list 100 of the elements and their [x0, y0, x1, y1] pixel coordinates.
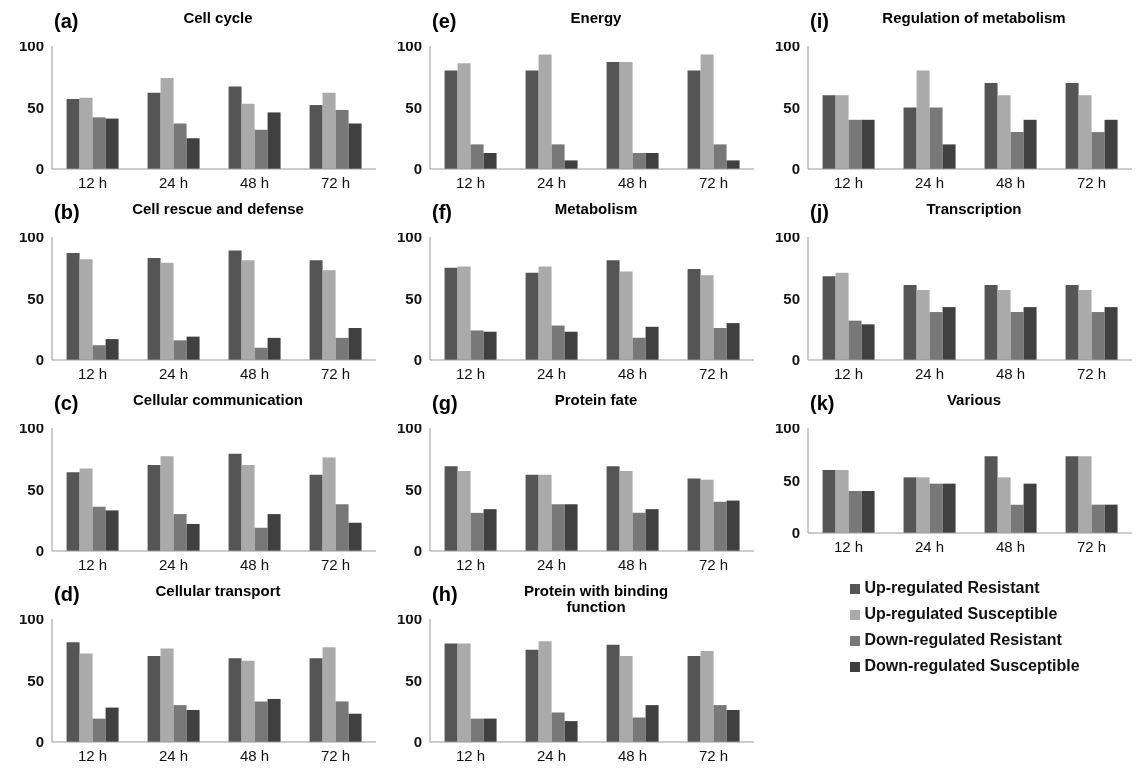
- bar: [632, 717, 646, 742]
- bar: [645, 326, 659, 360]
- bar: [173, 340, 187, 360]
- bar: [1104, 504, 1118, 533]
- x-tick-label: 48 h: [617, 173, 648, 191]
- bar: [79, 653, 93, 742]
- x-tick-label: 24 h: [536, 746, 567, 764]
- bar: [1078, 456, 1092, 533]
- bar: [619, 271, 633, 360]
- bar: [1023, 307, 1037, 360]
- bar: [687, 655, 701, 742]
- x-tick-label: 24 h: [158, 555, 189, 573]
- x-tick-label: 48 h: [995, 537, 1026, 555]
- x-tick-label: 24 h: [536, 364, 567, 382]
- y-tick-label: 0: [35, 733, 44, 751]
- bar: [929, 312, 943, 360]
- bar: [79, 468, 93, 551]
- bar: [1078, 95, 1092, 169]
- bar: [160, 262, 174, 360]
- x-tick-label: 12 h: [77, 746, 108, 764]
- bar: [348, 713, 362, 742]
- x-tick-label: 12 h: [77, 364, 108, 382]
- x-tick-label: 72 h: [320, 746, 351, 764]
- y-tick-label: 0: [791, 524, 800, 542]
- legend-label: Up-regulated Resistant: [864, 579, 1040, 596]
- bar: [822, 470, 836, 533]
- x-tick-label: 48 h: [239, 364, 270, 382]
- chart-title: Cell cycle: [182, 9, 254, 26]
- bar: [1091, 312, 1105, 360]
- bar: [726, 710, 740, 742]
- bar: [525, 649, 539, 742]
- bar: [606, 466, 620, 551]
- bar: [916, 70, 930, 169]
- x-tick-label: 72 h: [320, 173, 351, 191]
- y-tick-label: 50: [27, 289, 44, 307]
- y-tick-label: 50: [405, 671, 422, 689]
- bar: [564, 331, 578, 360]
- bar: [105, 118, 119, 169]
- bar: [1023, 119, 1037, 169]
- y-tick-label: 0: [35, 542, 44, 560]
- text: (a): [54, 10, 79, 33]
- bar: [726, 500, 740, 551]
- bar: [835, 470, 849, 533]
- bar: [105, 339, 119, 360]
- bar: [444, 267, 458, 360]
- bar: [322, 457, 336, 551]
- x-tick-label: 12 h: [455, 555, 486, 573]
- bar: [228, 86, 242, 169]
- bar: [92, 345, 106, 360]
- bar: [687, 478, 701, 551]
- bar: [228, 658, 242, 742]
- bar: [903, 477, 917, 533]
- bar: [309, 658, 323, 742]
- chart-title: Various: [945, 391, 1003, 408]
- bar: [483, 153, 497, 169]
- x-tick-label: 48 h: [995, 173, 1026, 191]
- bar: [228, 250, 242, 360]
- text: (d): [54, 583, 80, 606]
- bar: [254, 129, 268, 169]
- bar: [444, 70, 458, 169]
- bar: [848, 119, 862, 169]
- text: (j): [810, 201, 829, 224]
- bar: [713, 328, 727, 360]
- bar: [861, 324, 875, 360]
- bar: [105, 707, 119, 742]
- bar: [1065, 284, 1079, 360]
- x-tick-label: 48 h: [239, 555, 270, 573]
- bar: [1010, 504, 1024, 533]
- chart-title: Cell rescue and defense: [131, 200, 305, 217]
- chart-title: Energy: [569, 9, 623, 26]
- bar: [687, 268, 701, 360]
- bar: [713, 705, 727, 742]
- bar: [606, 260, 620, 360]
- bar: [700, 275, 714, 360]
- bar: [848, 320, 862, 360]
- bar: [173, 514, 187, 551]
- x-tick-label: 48 h: [995, 364, 1026, 382]
- x-tick-label: 72 h: [1076, 537, 1107, 555]
- bar: [348, 123, 362, 169]
- bar: [348, 522, 362, 551]
- bar: [929, 107, 943, 169]
- x-tick-label: 48 h: [617, 364, 648, 382]
- bar: [483, 331, 497, 360]
- text: (k): [810, 392, 835, 415]
- chart-title: Protein with binding function: [522, 582, 670, 615]
- bar: [632, 512, 646, 551]
- bar: [1078, 289, 1092, 360]
- bar: [335, 337, 349, 360]
- bar: [483, 509, 497, 551]
- legend-label: Down-regulated Resistant: [864, 631, 1062, 648]
- text: (i): [810, 10, 829, 33]
- bar: [916, 289, 930, 360]
- bar: [348, 328, 362, 360]
- bar: [241, 103, 255, 169]
- bar: [228, 453, 242, 551]
- x-tick-label: 12 h: [833, 537, 864, 555]
- y-tick-label: 50: [405, 289, 422, 307]
- bar: [79, 259, 93, 360]
- x-tick-label: 72 h: [1076, 173, 1107, 191]
- bar: [309, 260, 323, 360]
